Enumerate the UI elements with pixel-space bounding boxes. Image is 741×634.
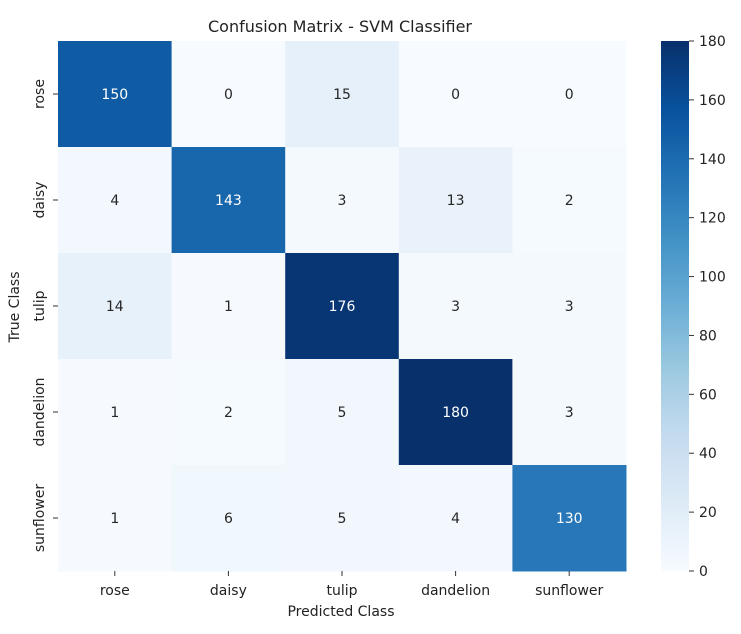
- heatmap-cell-value: 176: [329, 299, 356, 315]
- y-tick-label: tulip: [32, 290, 48, 321]
- heatmap-cell: [285, 465, 400, 572]
- heatmap-cell-value: 0: [565, 87, 574, 103]
- heatmap-cell-value: 150: [101, 87, 128, 103]
- heatmap-cell-value: 1: [224, 299, 233, 315]
- heatmap-cell-value: 4: [451, 511, 460, 527]
- colorbar-tick-label: 140: [699, 152, 726, 168]
- heatmap-cell-value: 2: [224, 405, 233, 421]
- heatmap-cell-value: 0: [451, 87, 460, 103]
- heatmap-cell-value: 5: [338, 405, 347, 421]
- colorbar-gradient: [661, 41, 689, 571]
- heatmap-cell-value: 5: [338, 511, 347, 527]
- heatmap-cell: [285, 359, 400, 466]
- colorbar-tick-label: 100: [699, 270, 726, 286]
- x-tick-label: dandelion: [421, 583, 490, 599]
- colorbar-tick-label: 60: [699, 387, 717, 403]
- heatmap-cell-value: 130: [556, 511, 583, 527]
- colorbar-tick-label: 20: [699, 505, 717, 521]
- heatmap-cell-value: 180: [442, 405, 469, 421]
- heatmap-cell-value: 1: [110, 405, 119, 421]
- heatmap-cells: [58, 41, 627, 572]
- x-tick-label: sunflower: [535, 583, 603, 599]
- heatmap-cell: [171, 41, 286, 148]
- chart-title: Confusion Matrix - SVM Classifier: [208, 17, 472, 36]
- colorbar-tick-label: 180: [699, 34, 726, 50]
- heatmap-cell: [512, 41, 627, 148]
- colorbar-tick-label: 40: [699, 446, 717, 462]
- heatmap-cell-value: 4: [110, 193, 119, 209]
- heatmap-cell: [512, 147, 627, 254]
- heatmap-cell-value: 0: [224, 87, 233, 103]
- x-axis: rose daisy tulip dandelion sunflower: [100, 571, 604, 599]
- heatmap-cell-value: 3: [565, 299, 574, 315]
- heatmap-cell: [398, 465, 513, 572]
- heatmap-cell-value: 1: [110, 511, 119, 527]
- heatmap-cell: [171, 253, 286, 360]
- x-tick-label: daisy: [210, 583, 247, 599]
- heatmap-cell: [58, 359, 173, 466]
- colorbar-tick-label: 0: [699, 564, 708, 580]
- x-tick-label: rose: [100, 583, 130, 599]
- heatmap-cell: [171, 147, 286, 254]
- heatmap-cell: [512, 359, 627, 466]
- heatmap-cell: [398, 41, 513, 148]
- heatmap-cell-value: 15: [333, 87, 351, 103]
- heatmap-cell: [512, 253, 627, 360]
- y-tick-label: sunflower: [32, 484, 48, 552]
- y-tick-label: dandelion: [32, 377, 48, 446]
- heatmap-cell: [58, 253, 173, 360]
- colorbar-tick-label: 80: [699, 328, 717, 344]
- heatmap-cell-value: 2: [565, 193, 574, 209]
- colorbar: 0 20 40 60 80 100 120 140 160 180: [661, 34, 726, 580]
- heatmap-cell-value: 3: [451, 299, 460, 315]
- heatmap-cell: [171, 465, 286, 572]
- y-tick-label: daisy: [32, 182, 48, 219]
- heatmap-cell-value: 14: [106, 299, 124, 315]
- heatmap-cell-labels: 150 0 15 0 04 143 3 13 214 1 176 3 31 2 5 180 31 6 5 4 130: [101, 87, 582, 527]
- heatmap-cell-value: 143: [215, 193, 242, 209]
- heatmap-cell: [285, 253, 400, 360]
- heatmap-cell: [58, 147, 173, 254]
- heatmap-cell-value: 3: [338, 193, 347, 209]
- heatmap-cell: [285, 41, 400, 148]
- x-axis-label: Predicted Class: [287, 604, 394, 620]
- heatmap-cell: [398, 359, 513, 466]
- y-axis: rose daisy tulip dandelion sunflower: [32, 79, 58, 552]
- heatmap-cell: [58, 465, 173, 572]
- heatmap-cell-value: 3: [565, 405, 574, 421]
- heatmap-cell: [171, 359, 286, 466]
- heatmap-cell: [285, 147, 400, 254]
- heatmap-cell: [398, 253, 513, 360]
- heatmap-cell: [512, 465, 627, 572]
- colorbar-tick-label: 120: [699, 211, 726, 227]
- colorbar-tick-label: 160: [699, 93, 726, 109]
- heatmap-cell-value: 6: [224, 511, 233, 527]
- heatmap-cell: [398, 147, 513, 254]
- x-tick-label: tulip: [326, 583, 357, 599]
- y-tick-label: rose: [32, 79, 48, 109]
- y-axis-label: True Class: [7, 271, 23, 343]
- heatmap-cell-value: 13: [447, 193, 465, 209]
- heatmap-cell: [58, 41, 173, 148]
